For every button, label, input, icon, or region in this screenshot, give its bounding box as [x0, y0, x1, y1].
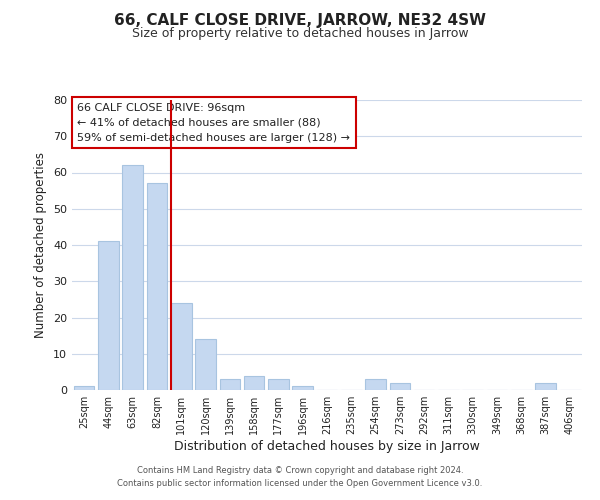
X-axis label: Distribution of detached houses by size in Jarrow: Distribution of detached houses by size …: [174, 440, 480, 453]
Bar: [535, 383, 556, 390]
Text: Contains HM Land Registry data © Crown copyright and database right 2024.
Contai: Contains HM Land Registry data © Crown c…: [118, 466, 482, 487]
Bar: [365, 379, 386, 390]
Bar: [244, 376, 265, 390]
Bar: [292, 386, 313, 390]
Bar: [268, 379, 289, 390]
Bar: [171, 303, 191, 390]
Bar: [389, 383, 410, 390]
Bar: [220, 379, 240, 390]
Text: 66, CALF CLOSE DRIVE, JARROW, NE32 4SW: 66, CALF CLOSE DRIVE, JARROW, NE32 4SW: [114, 12, 486, 28]
Text: Size of property relative to detached houses in Jarrow: Size of property relative to detached ho…: [131, 28, 469, 40]
Bar: [122, 165, 143, 390]
Text: 66 CALF CLOSE DRIVE: 96sqm
← 41% of detached houses are smaller (88)
59% of semi: 66 CALF CLOSE DRIVE: 96sqm ← 41% of deta…: [77, 103, 350, 142]
Bar: [98, 242, 119, 390]
Y-axis label: Number of detached properties: Number of detached properties: [34, 152, 47, 338]
Bar: [146, 184, 167, 390]
Bar: [74, 386, 94, 390]
Bar: [195, 339, 216, 390]
